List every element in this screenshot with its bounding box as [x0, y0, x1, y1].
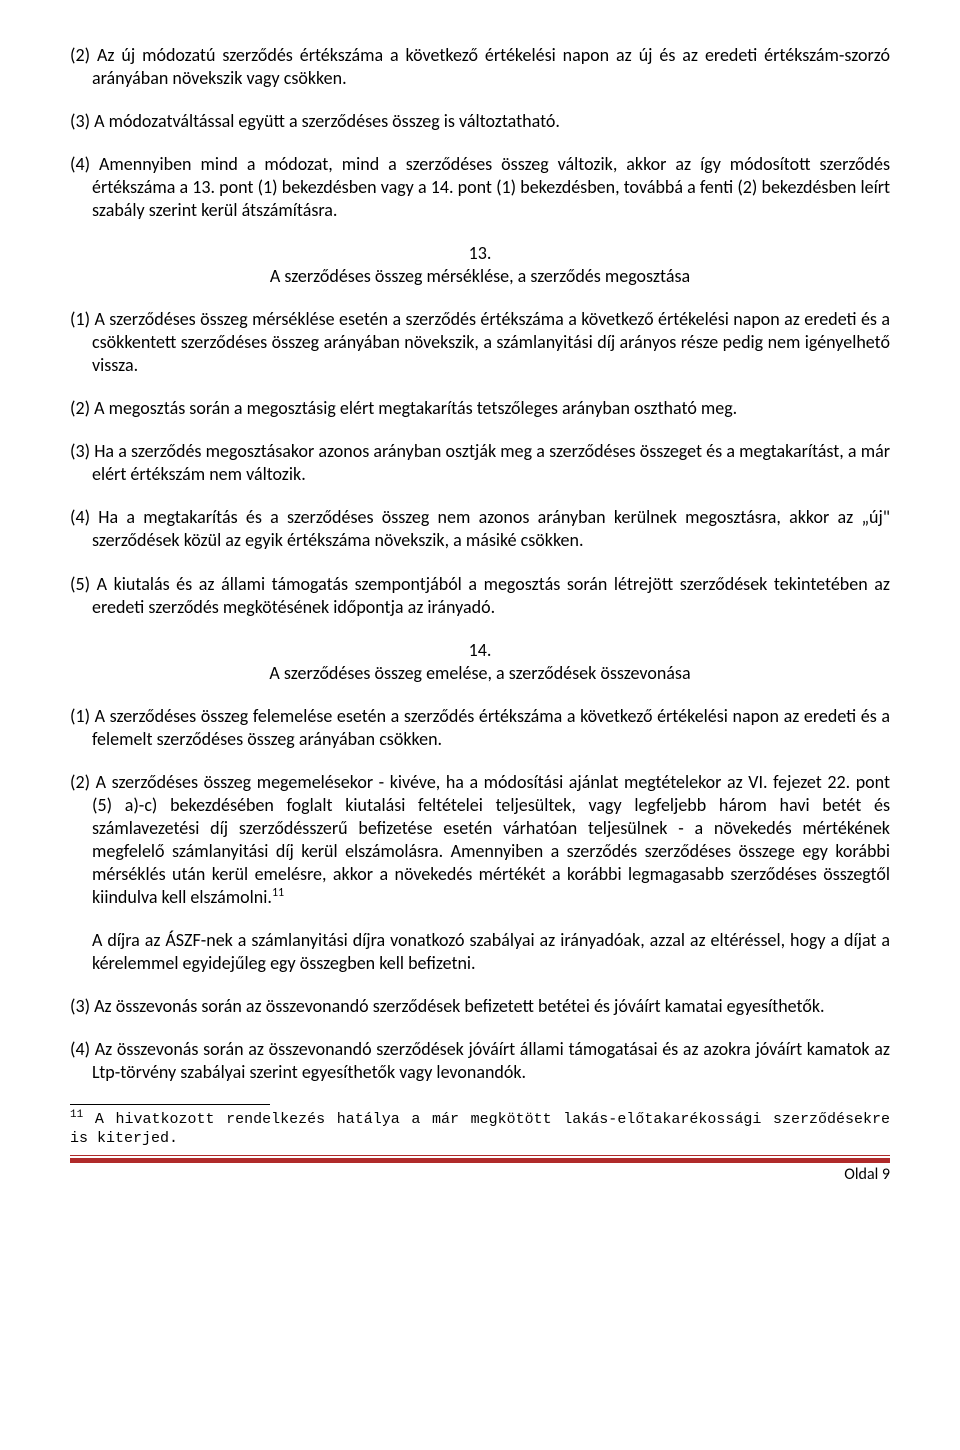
s14-p2a-text: (2) A szerződéses összeg megemelésekor -…	[70, 771, 890, 908]
footnote-text: A hivatkozott rendelkezés hatálya a már …	[70, 1111, 890, 1147]
section-14-title: A szerződéses összeg emelése, a szerződé…	[70, 662, 890, 685]
s14-paragraph-2a: (2) A szerződéses összeg megemelésekor -…	[70, 771, 890, 909]
footnote-11: 11 A hivatkozott rendelkezés hatálya a m…	[70, 1109, 890, 1149]
footnote-ref-11: 11	[272, 886, 284, 900]
page-number: Oldal 9	[70, 1165, 890, 1184]
paragraph-3: (3) A módozatváltással együtt a szerződé…	[70, 110, 890, 133]
section-13-title: A szerződéses összeg mérséklése, a szerz…	[70, 265, 890, 288]
footer-rule-bottom	[70, 1158, 890, 1163]
s13-paragraph-4: (4) Ha a megtakarítás és a szerződéses ö…	[70, 506, 890, 552]
s14-paragraph-4: (4) Az összevonás során az összevonandó …	[70, 1038, 890, 1084]
footnote-marker: 11	[70, 1109, 83, 1121]
s14-paragraph-1: (1) A szerződéses összeg felemelése eset…	[70, 705, 890, 751]
document-page: (2) Az új módozatú szerződés értékszáma …	[0, 0, 960, 1450]
footnote-separator	[70, 1104, 270, 1105]
s14-paragraph-2b: A díjra az ÁSZF-nek a számlanyitási díjr…	[70, 929, 890, 975]
s13-paragraph-2: (2) A megosztás során a megosztásig elér…	[70, 397, 890, 420]
paragraph-2: (2) Az új módozatú szerződés értékszáma …	[70, 44, 890, 90]
section-13-number: 13.	[70, 242, 890, 265]
s13-paragraph-1: (1) A szerződéses összeg mérséklése eset…	[70, 308, 890, 377]
s13-paragraph-3: (3) Ha a szerződés megosztásakor azonos …	[70, 440, 890, 486]
paragraph-4: (4) Amennyiben mind a módozat, mind a sz…	[70, 153, 890, 222]
section-14-number: 14.	[70, 639, 890, 662]
s13-paragraph-5: (5) A kiutalás és az állami támogatás sz…	[70, 573, 890, 619]
s14-paragraph-3: (3) Az összevonás során az összevonandó …	[70, 995, 890, 1018]
footer-rule-top	[70, 1155, 890, 1156]
